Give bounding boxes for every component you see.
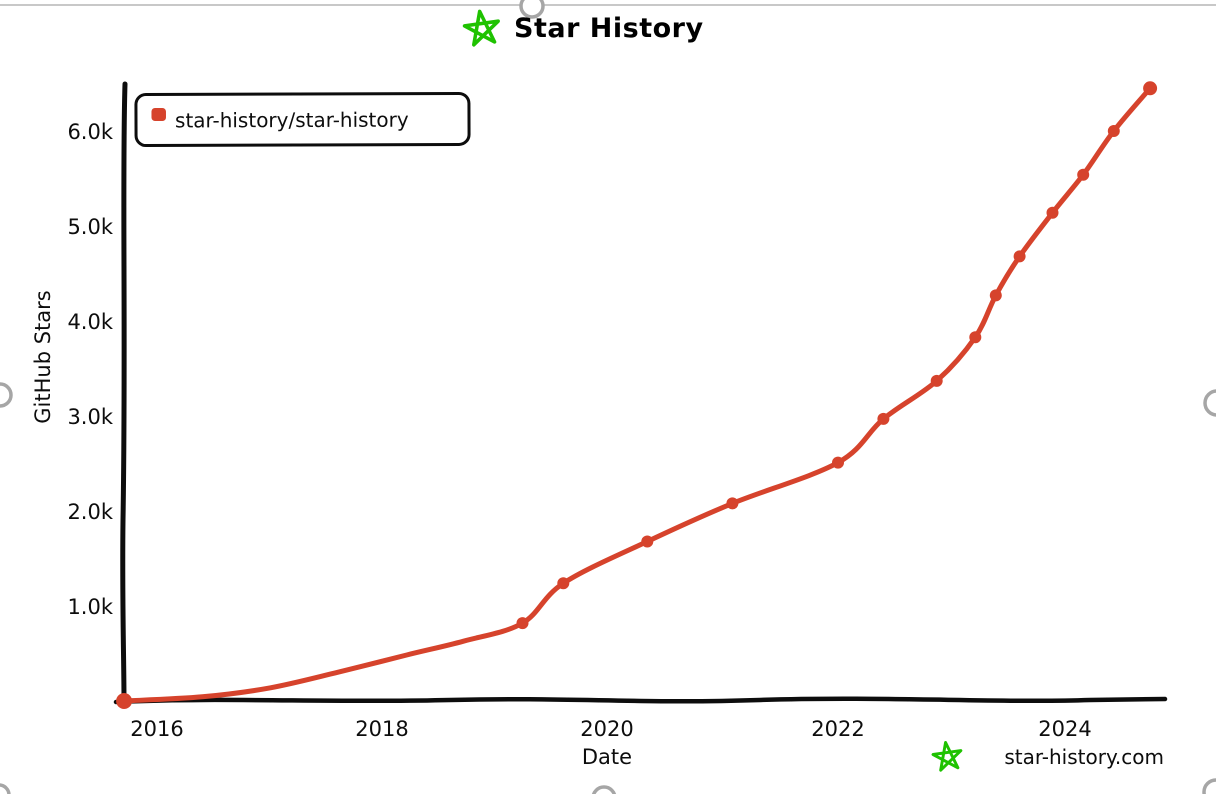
data-point: [516, 617, 529, 630]
resize-handle-right[interactable]: [1203, 389, 1216, 417]
data-point: [832, 456, 844, 469]
data-point: [930, 374, 943, 387]
x-tick-label: 2018: [355, 717, 408, 741]
legend: star-history/star-history: [134, 91, 471, 148]
data-point: [1077, 168, 1090, 181]
series-line: [121, 85, 1153, 704]
data-point: [557, 577, 570, 590]
x-tick-label: 2022: [811, 717, 864, 741]
star-icon: [931, 739, 964, 773]
resize-handle-top[interactable]: [519, 0, 545, 19]
data-point: [641, 535, 654, 548]
y-axis-line: [120, 81, 128, 705]
x-axis-line: [113, 696, 1168, 705]
y-tick-label: 3.0k: [67, 405, 113, 429]
y-axis-title: GitHub Stars: [31, 290, 55, 423]
data-point: [969, 331, 982, 344]
x-axis-title: Date: [582, 745, 632, 769]
page-title: Star History: [514, 12, 704, 44]
data-point: [1107, 125, 1120, 137]
series-markers: [116, 81, 1158, 709]
y-tick-label: 1.0k: [67, 595, 113, 619]
resize-handle-bottom-right[interactable]: [1202, 778, 1216, 794]
watermark-text: star-history.com: [1004, 745, 1164, 769]
data-point: [877, 412, 890, 425]
y-tick-label: 4.0k: [67, 310, 113, 334]
y-tick-label: 2.0k: [67, 500, 113, 524]
y-tick-label: 6.0k: [67, 120, 113, 144]
resize-handle-bottom-left[interactable]: [0, 783, 11, 794]
x-tick-label: 2024: [1038, 717, 1091, 741]
watermark: star-history.com: [931, 739, 1164, 773]
data-point: [1046, 206, 1059, 219]
data-point: [1143, 81, 1158, 96]
x-tick-label: 2016: [130, 717, 183, 741]
data-point: [726, 497, 739, 510]
data-point: [989, 289, 1002, 302]
resize-handle-bottom[interactable]: [591, 785, 617, 794]
legend-box: [134, 91, 471, 148]
y-tick-label: 5.0k: [67, 215, 113, 239]
star-icon: [462, 7, 502, 48]
legend-series-label: star-history/star-history: [175, 108, 409, 133]
data-point: [1013, 250, 1026, 263]
resize-handle-left[interactable]: [0, 382, 13, 408]
x-tick-label: 2020: [580, 717, 633, 741]
legend-marker: [151, 107, 166, 122]
page-header: Star History: [462, 5, 704, 51]
data-point: [116, 693, 133, 709]
